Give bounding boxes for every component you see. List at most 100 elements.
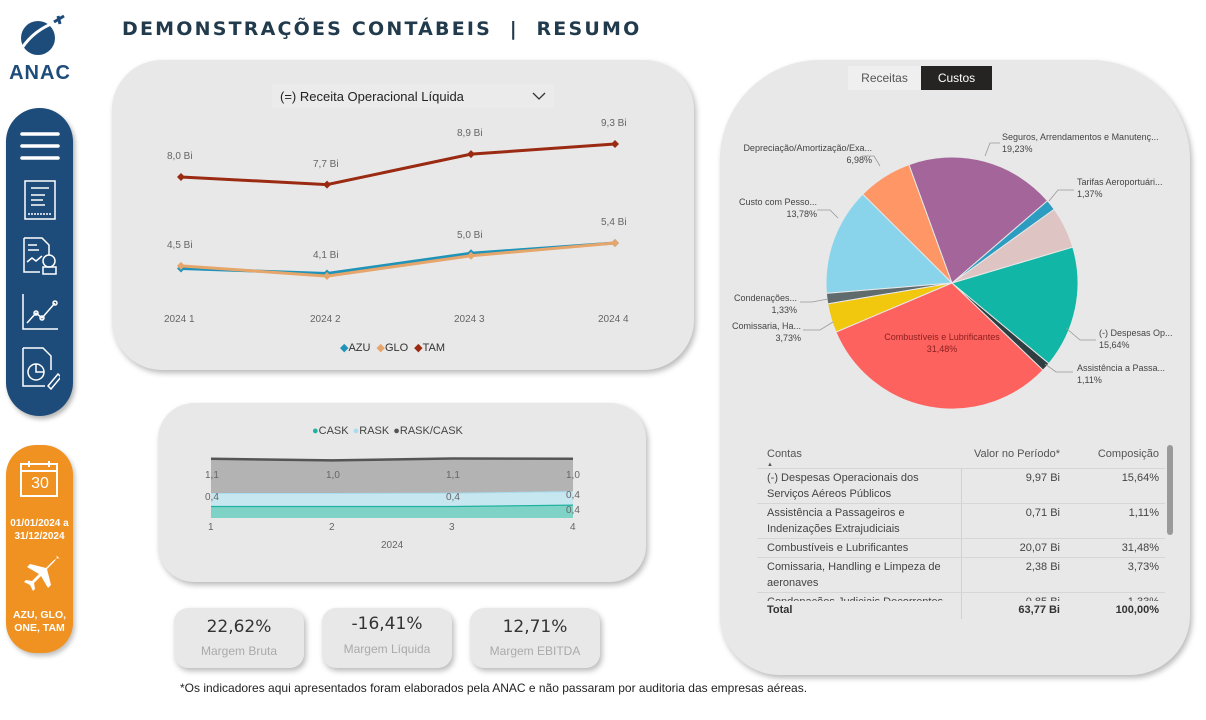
data-point-tam[interactable] (177, 173, 185, 181)
nav-pie-report-button[interactable] (19, 346, 61, 390)
x-tick-label: 3 (449, 522, 455, 533)
pie-label-despesas: (-) Despesas Op... 15,64% (1099, 328, 1173, 350)
legend-item-tam[interactable]: ◆TAM (414, 342, 446, 354)
table-scrollbar[interactable] (1167, 445, 1173, 535)
area-cask (211, 504, 573, 518)
table-total-row: Total 63,77 Bi 100,00% (757, 601, 1165, 619)
data-label: 1,0 (326, 470, 340, 481)
data-label: 8,9 Bi (457, 128, 483, 140)
nav-financial-button[interactable] (19, 234, 61, 278)
series-line-tam (180, 142, 616, 187)
diamond-icon: ◆ (414, 342, 423, 354)
x-tick-label: 2024 3 (454, 314, 485, 325)
data-point-glo[interactable] (177, 261, 185, 270)
data-label: 8,0 Bi (167, 151, 193, 162)
data-label: 4,1 Bi (313, 250, 339, 262)
kpi-margem-ebitda: 12,71% Margem EBITDA (470, 608, 600, 668)
cell-valor: 9,97 Bi (1025, 472, 1060, 484)
x-tick-label: 2024 4 (598, 314, 629, 325)
table-row[interactable]: (-) Despesas Operacionais dos Serviços A… (757, 468, 1165, 503)
legend-item-cask[interactable]: ●CASK (312, 425, 349, 437)
data-point-tam[interactable] (323, 180, 331, 189)
table-row[interactable]: Assistência a Passageiros e Indenizações… (757, 503, 1165, 538)
circle-icon: ● (352, 425, 360, 437)
data-label: 5,4 Bi (601, 217, 627, 229)
series-line-glo (180, 241, 616, 278)
anac-globe-icon (20, 14, 65, 55)
diamond-icon: ◆ (340, 342, 349, 354)
circle-icon: ● (393, 425, 400, 437)
sidebar-nav (6, 108, 73, 416)
legend-item-azu[interactable]: ◆AZU (340, 342, 371, 354)
cell-conta: (-) Despesas Operacionais dos Serviços A… (757, 469, 962, 503)
kpi-margem-liquida: -16,41% Margem Líquida (322, 608, 452, 668)
cell-valor: 20,07 Bi (1019, 542, 1060, 554)
table-row[interactable]: Comissaria, Handling e Limpeza de aerona… (757, 557, 1165, 592)
data-label: 1,1 (446, 470, 460, 481)
cell-conta: Combustíveis e Lubrificantes (757, 539, 962, 557)
revenue-line-chart-card (112, 60, 694, 370)
x-tick-label: 2 (329, 522, 335, 533)
legend-item-glo[interactable]: ◆GLO (376, 342, 409, 354)
data-point-tam[interactable] (467, 150, 475, 159)
table-row[interactable]: Combustíveis e Lubrificantes 20,07 Bi 31,4… (757, 538, 1165, 557)
diamond-icon: ◆ (376, 342, 385, 354)
menu-button[interactable] (19, 124, 61, 168)
calendar-day: 30 (31, 475, 49, 492)
chevron-down-icon (532, 92, 546, 100)
x-tick-label: 2024 2 (310, 314, 341, 325)
data-label: 7,7 Bi (313, 158, 339, 170)
sort-ascending-icon: ▲ (767, 462, 773, 468)
data-point-glo[interactable] (611, 239, 619, 248)
pie-label-tarifas: Tarifas Aeroportuári... 1,37% (1077, 177, 1163, 199)
data-point-glo[interactable] (323, 272, 331, 281)
col-header-contas[interactable]: Contas ▲ (757, 443, 962, 468)
pie-slice[interactable] (835, 282, 1044, 410)
financial-report-icon (23, 237, 57, 275)
data-point-glo[interactable] (467, 251, 475, 260)
legend-item-rask-cask[interactable]: ●RASK/CASK (393, 425, 463, 437)
area-rask (211, 491, 573, 506)
nav-trend-button[interactable] (19, 290, 61, 334)
cell-conta: Assistência a Passageiros e Indenizações… (757, 504, 962, 538)
line-chart-icon (22, 294, 58, 330)
x-tick-label: 1 (208, 522, 214, 533)
data-label: 5,0 Bi (457, 229, 483, 241)
nav-report-button[interactable] (19, 178, 61, 222)
pie-slice[interactable] (908, 156, 1049, 284)
line-chart-legend: ◆AZU ◆GLO ◆TAM (340, 341, 445, 354)
pie-chart-document-icon (22, 347, 60, 390)
pie-label-condenacoes: Condenações... 1,33% (733, 293, 797, 315)
legend-item-rask[interactable]: ●RASK (352, 425, 390, 437)
footnote: *Os indicadores aqui apresentados foram … (180, 681, 808, 695)
filter-panel[interactable]: 30 01/01/2024 a 31/12/2024 AZU, GLO, ONE… (6, 445, 73, 653)
pie-label-custo-pessoal: Custo com Pesso... 13,78% (738, 197, 817, 219)
area-rask-cask (211, 458, 573, 494)
cell-valor: 2,38 Bi (1025, 561, 1060, 573)
x-tick-label: 2024 1 (164, 314, 195, 325)
cell-valor: 0,71 Bi (1025, 507, 1060, 519)
pie-slice[interactable] (950, 246, 1079, 365)
tab-receitas[interactable]: Receitas (848, 66, 921, 90)
cell-composicao: 1,11% (1128, 507, 1159, 519)
cell-composicao: 31,48% (1121, 542, 1159, 554)
area-x-axis-title: 2024 (381, 540, 404, 551)
data-label: 1,1 (205, 470, 219, 481)
col-header-composicao[interactable]: Composição (1097, 448, 1159, 460)
date-range-line1: 01/01/2024 a (10, 518, 69, 529)
area-chart-legend: ●CASK ●RASK ●RASK/CASK (312, 425, 463, 437)
pie-slice[interactable] (825, 193, 954, 294)
airplane-icon (24, 555, 60, 591)
metric-dropdown[interactable]: (=) Receita Operacional Líquida (272, 84, 554, 108)
pie-label-comissaria: Comissaria, Ha... 3,73% (731, 321, 801, 343)
date-range-line2: 31/12/2024 (14, 531, 65, 542)
x-tick-label: 4 (570, 522, 576, 533)
tab-custos[interactable]: Custos (921, 66, 992, 90)
data-point-tam[interactable] (611, 139, 619, 148)
data-label: 4,5 Bi (167, 239, 193, 251)
col-header-valor[interactable]: Valor no Período* (973, 448, 1060, 460)
data-label: 0,4 (566, 490, 580, 501)
